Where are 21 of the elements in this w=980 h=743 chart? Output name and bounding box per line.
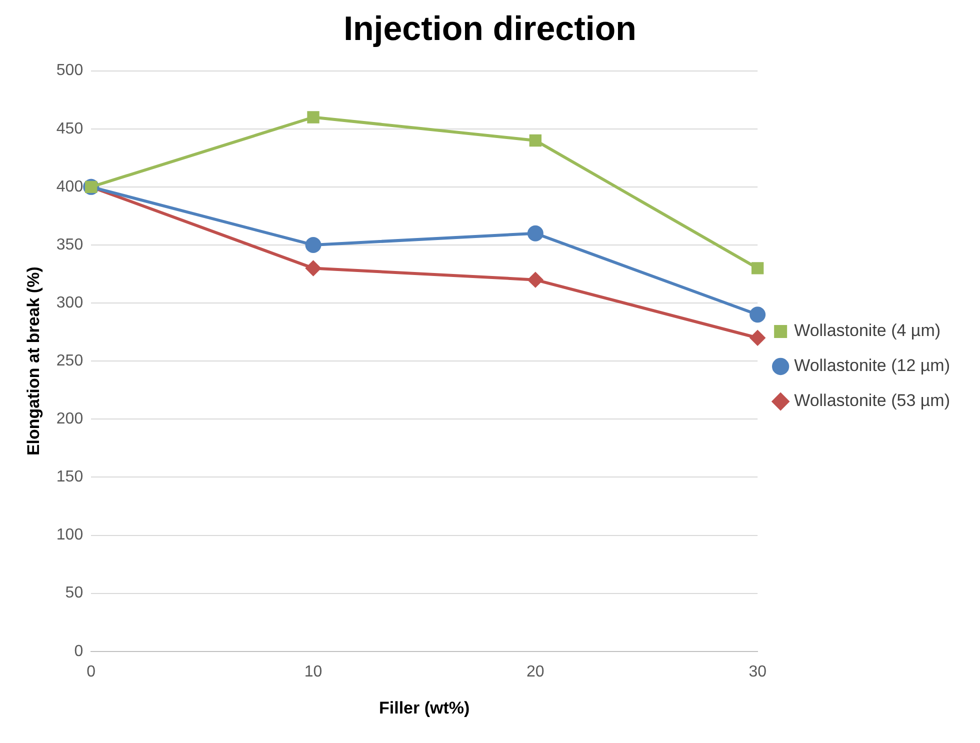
- y-tick-label: 0: [74, 642, 84, 660]
- y-tick-label: 50: [65, 584, 84, 602]
- y-tick-label: 500: [56, 62, 84, 80]
- x-tick-label: 0: [86, 663, 96, 680]
- chart-title: Injection direction: [344, 10, 636, 48]
- legend-label: Wollastonite (4 µm): [794, 321, 941, 340]
- x-axis-title: Filler (wt%): [379, 698, 470, 718]
- y-tick-label: 200: [56, 410, 84, 428]
- y-tick-label: 400: [56, 178, 84, 196]
- legend-label: Wollastonite (12 µm): [794, 356, 950, 376]
- legend-label: Wollastonite (53 µm): [794, 391, 950, 410]
- x-tick-label: 30: [748, 663, 767, 680]
- y-axis-title: Elongation at break (%): [24, 266, 43, 456]
- y-tick-label: 350: [56, 236, 84, 254]
- y-tick-label: 100: [56, 526, 84, 544]
- x-tick-label: 10: [304, 663, 322, 680]
- x-tick-label: 20: [526, 663, 544, 680]
- y-tick-label: 250: [56, 352, 84, 370]
- y-tick-label: 450: [56, 120, 84, 138]
- y-tick-label: 150: [56, 468, 84, 486]
- y-tick-label: 300: [56, 294, 84, 312]
